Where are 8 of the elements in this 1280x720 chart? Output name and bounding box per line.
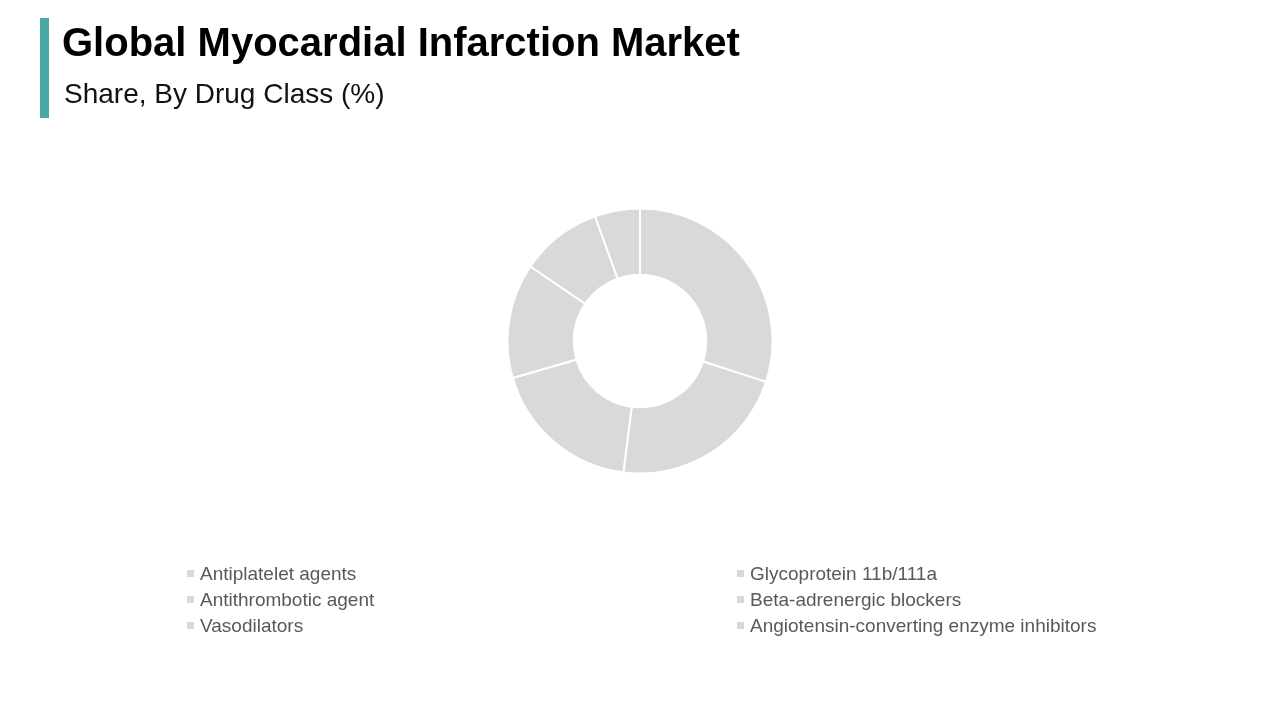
legend-label: Glycoprotein 11b/111a <box>750 563 938 584</box>
legend-label: Antiplatelet agents <box>200 563 357 584</box>
chart-subtitle: Share, By Drug Class (%) <box>64 78 385 110</box>
legend-label: Antithrombotic agent <box>200 589 375 610</box>
chart-title: Global Myocardial Infarction Market <box>62 20 740 65</box>
legend-label: Angiotensin-converting enzyme inhibitors <box>750 615 1097 636</box>
legend-label: Beta-adrenergic blockers <box>750 589 962 610</box>
legend-label: Vasodilators <box>200 615 304 636</box>
